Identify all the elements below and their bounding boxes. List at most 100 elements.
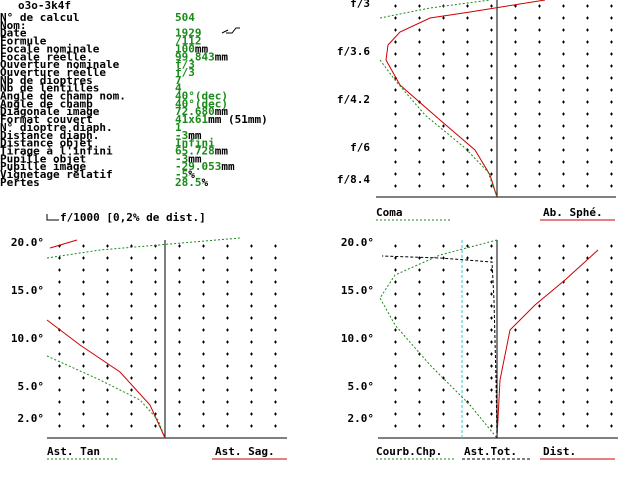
y-label: f/3 (350, 0, 370, 10)
param-value: -5% (175, 168, 195, 181)
y-label: 2.0° (18, 412, 45, 425)
y-label: 5.0° (348, 380, 375, 393)
param-value: /112 (175, 35, 202, 48)
param-value: 1929 (175, 27, 202, 40)
param-value: 504 (175, 11, 195, 24)
y-label: f/6 (350, 141, 370, 154)
value: 100 (175, 42, 195, 55)
tan-curve (46, 237, 241, 439)
param-value: -3mm (175, 129, 202, 142)
value: 504 (175, 11, 195, 24)
y-label: f/4.2 (337, 93, 370, 106)
param-value: 99.843mm (175, 50, 228, 63)
legend-label: Dist. (543, 445, 576, 458)
param-value: 7 (175, 74, 182, 87)
param-label: Pupille image (0, 160, 86, 173)
param-label: Pertes (0, 176, 40, 189)
total-astig-curve (381, 255, 498, 439)
value: 65.728 (175, 144, 215, 157)
value: 99.843 (175, 50, 215, 63)
param-label: Angle de champ (0, 97, 93, 110)
window-title: o3o-3k4f (18, 0, 71, 12)
legend-label: Ast.Tot. (464, 445, 517, 458)
unit: mm (215, 144, 229, 157)
curves (46, 0, 599, 439)
y-label: 15.0° (11, 284, 44, 297)
param-value: -3mm (175, 152, 202, 165)
param-label: Distance objet (0, 137, 93, 150)
value: -3 (175, 129, 188, 142)
value: 41x61 (175, 113, 208, 126)
value: 40°(dec) (175, 97, 228, 110)
param-label: Pupille objet (0, 152, 86, 165)
param-value: -29.053mm (175, 160, 235, 173)
param-label: Ouverture nominale (0, 58, 120, 71)
param-label: Nb de lentilles (0, 82, 99, 95)
value: -3 (175, 152, 188, 165)
unit: mm (221, 160, 235, 173)
param-value: f/3 (175, 58, 195, 71)
param-value: 40°(dec) (175, 90, 228, 103)
legend-label: Ast. Tan (47, 445, 100, 458)
value: 1 (175, 121, 182, 134)
legend-label: Courb.Chp. (376, 445, 442, 458)
param-label: Diagonale image (0, 105, 100, 118)
legend-label: Coma (376, 206, 403, 219)
value: f/3 (175, 66, 195, 79)
value: 28.5 (175, 176, 202, 189)
param-value: 1 (175, 121, 182, 134)
value: 7 (175, 74, 182, 87)
unit: mm (195, 42, 209, 55)
grid (380, 0, 616, 196)
param-label: Format couvert (0, 113, 93, 126)
param-value: 65.728mm (175, 144, 228, 157)
param-value: 40°(dec) (175, 97, 228, 110)
grid (378, 236, 618, 436)
param-value: f/3 (175, 66, 195, 79)
y-label: 20.0° (11, 236, 44, 249)
y-label: 10.0° (11, 332, 44, 345)
param-label: Formule (0, 35, 47, 48)
scale-label: f/1000 [0,2% de dist.] (60, 211, 206, 224)
unit: mm (188, 152, 202, 165)
value: 40°(dec) (175, 90, 228, 103)
param-label: N° dioptre diaph. (0, 121, 113, 134)
spherical-curve (385, 0, 546, 198)
y-label: 20.0° (341, 236, 374, 249)
value: 4 (175, 82, 182, 95)
param-label: Nom: (0, 19, 27, 32)
value: /112 (175, 35, 202, 48)
param-label: Focale réelle (0, 50, 86, 63)
y-label: f/8.4 (337, 173, 370, 186)
y-label: 10.0° (341, 332, 374, 345)
unit: mm (51mm) (208, 113, 268, 126)
param-label: Date (0, 27, 27, 40)
y-label: 5.0° (18, 380, 45, 393)
y-label: f/3.6 (337, 45, 370, 58)
y-label: 15.0° (341, 284, 374, 297)
grid (47, 236, 287, 436)
value: -5 (175, 168, 188, 181)
y-label: 2.0° (348, 412, 375, 425)
unit: % (202, 176, 209, 189)
param-value: 4 (175, 82, 182, 95)
legend-label: Ab. Sphé. (543, 206, 603, 219)
param-label: Angle de champ nom. (0, 90, 126, 103)
param-label: Distance diaph. (0, 129, 99, 142)
distortion-curve (496, 249, 599, 439)
scale-mark (46, 214, 59, 221)
unit: mm (188, 129, 202, 142)
param-value: 41x61mm (51mm) (175, 113, 268, 126)
param-label: Vignetage relatif (0, 168, 113, 181)
mark (221, 27, 240, 34)
value: 72.680 (175, 105, 215, 118)
value: Infini (175, 137, 215, 150)
param-label: Ouverture réelle (0, 66, 106, 79)
param-value: 28.5% (175, 176, 209, 189)
param-label: Focale nominale (0, 42, 100, 55)
value: -29.053 (175, 160, 221, 173)
param-label: N° de calcul (0, 11, 79, 24)
unit: mm (215, 105, 229, 118)
coma-curve (379, 0, 498, 198)
